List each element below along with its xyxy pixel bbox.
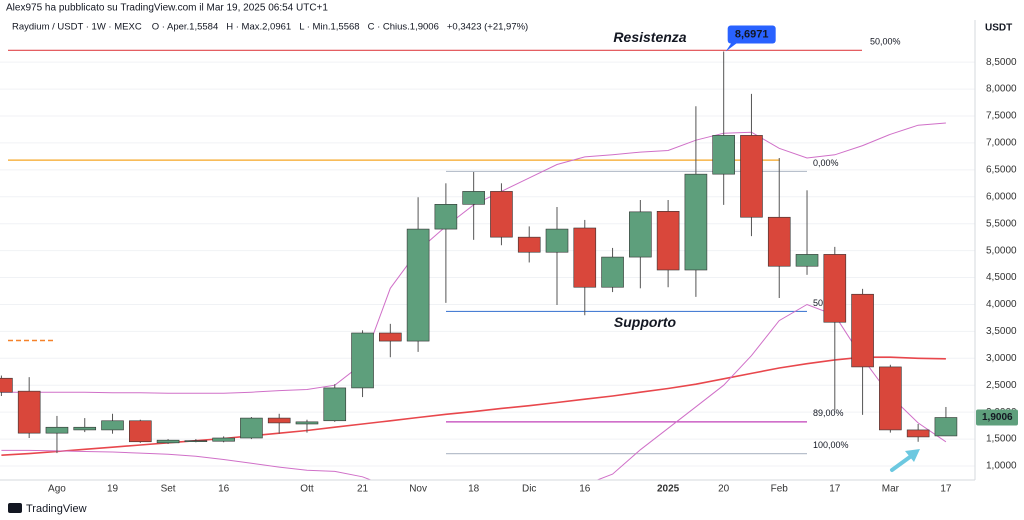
level-label: Supporto (614, 314, 677, 330)
candle-body (379, 332, 402, 342)
x-tick-label: 19 (107, 484, 119, 495)
candle-body (517, 236, 541, 253)
legend-text: H · Max.2,0961 (226, 22, 291, 33)
x-tick-label: Set (161, 484, 176, 495)
candle-body (601, 256, 624, 288)
candle-body (184, 440, 208, 442)
candle-body (156, 439, 180, 444)
candle-body (406, 228, 430, 342)
y-tick-label: 7,5000 (986, 111, 1017, 122)
candle-body (656, 211, 680, 271)
y-tick-label: 8,0000 (986, 84, 1017, 95)
candle-body (712, 135, 735, 175)
footer: TradingView (26, 503, 87, 515)
y-tick-label: 4,0000 (986, 299, 1017, 310)
x-tick-label: Mar (882, 484, 900, 495)
price-tag (976, 409, 1018, 426)
level-label: Resistenza (613, 29, 686, 45)
x-tick-label: 16 (579, 484, 591, 495)
y-tick-label: 1,0000 (986, 461, 1017, 472)
candle-body (17, 390, 41, 434)
candle-body (906, 429, 930, 438)
candle-body (434, 204, 458, 230)
price-tag-label: 1,9006 (982, 412, 1013, 423)
y-tick-label: 6,5000 (986, 164, 1017, 175)
y-tick-label: 8,5000 (986, 57, 1017, 68)
arrow (890, 449, 920, 472)
candle-body (462, 191, 485, 205)
candle-body (295, 421, 319, 425)
level-pct: 0,00% (813, 158, 839, 168)
y-tick-label: 4,5000 (986, 272, 1017, 283)
candle-body (851, 293, 874, 368)
y-tick-label: 1,5000 (986, 434, 1017, 445)
candle-body (545, 228, 569, 253)
y-tick-label: 2,5000 (986, 380, 1017, 391)
legend-text: Raydium / USDT · 1W · MEXC (12, 22, 142, 33)
level-pct: 89,00% (813, 408, 844, 418)
level-pct: 50,00% (870, 37, 901, 47)
candle-body (823, 254, 847, 323)
candle-body (934, 417, 958, 437)
level-pct: 100,00% (813, 440, 849, 450)
candle-body (795, 254, 819, 267)
y-tick-label: 3,5000 (986, 326, 1017, 337)
x-tick-label: 2025 (657, 484, 680, 495)
candle-body (684, 173, 708, 271)
logo: TradingView (8, 503, 87, 515)
x-tick-label: Ago (48, 484, 66, 495)
x-tick-label: Nov (409, 484, 427, 495)
y-axis-label: USDT (985, 23, 1012, 34)
x-tick-label: 17 (829, 484, 841, 495)
grid (0, 61, 975, 467)
y-tick-label: 5,0000 (986, 245, 1017, 256)
y-tick-label: 6,0000 (986, 191, 1017, 202)
candle-body (0, 377, 13, 393)
candle-body (573, 227, 597, 288)
x-tick-label: Dic (522, 484, 536, 495)
x-tick-label: 18 (468, 484, 480, 495)
x-tick-label: Feb (771, 484, 789, 495)
x-tick-label: 17 (940, 484, 952, 495)
candle-body (629, 211, 652, 258)
candle-body (101, 420, 124, 431)
candle-body (351, 332, 374, 389)
legend-text: O · Aper.1,5584 (152, 22, 219, 33)
plot-area: Resistenza50,00%0,00%Supporto50,00%89,00… (0, 29, 958, 480)
x-tick-label: 20 (718, 484, 730, 495)
x-tick-label: 21 (357, 484, 369, 495)
candle-body (740, 135, 763, 218)
candle-body (212, 437, 235, 442)
y-tick-label: 5,5000 (986, 218, 1017, 229)
candle-body (323, 387, 347, 422)
legend-text: C · Chius.1,9006 (368, 22, 439, 33)
candle-body (45, 426, 69, 434)
y-tick-label: 7,0000 (986, 138, 1017, 149)
x-tick-label: 16 (218, 484, 230, 495)
legend-text: L · Min.1,5568 (299, 22, 359, 33)
candle-body (767, 216, 791, 267)
candle-body (879, 366, 902, 431)
indicator-line (1, 356, 946, 456)
candle-body (73, 426, 97, 431)
callout-label: 8,6971 (735, 28, 769, 40)
candle-body (267, 417, 291, 424)
y-tick-label: 3,0000 (986, 353, 1017, 364)
candle-body (490, 191, 513, 238)
callout-box (727, 25, 776, 44)
candle-body (129, 420, 152, 443)
callout-pointer (725, 42, 738, 52)
candle-body (240, 417, 263, 439)
x-tick-label: Ott (300, 484, 314, 495)
byline: Alex975 ha pubblicato su TradingView.com… (6, 3, 328, 14)
indicator-line (1, 303, 947, 480)
legend-text: +0,3423 (+21,97%) (447, 22, 528, 33)
